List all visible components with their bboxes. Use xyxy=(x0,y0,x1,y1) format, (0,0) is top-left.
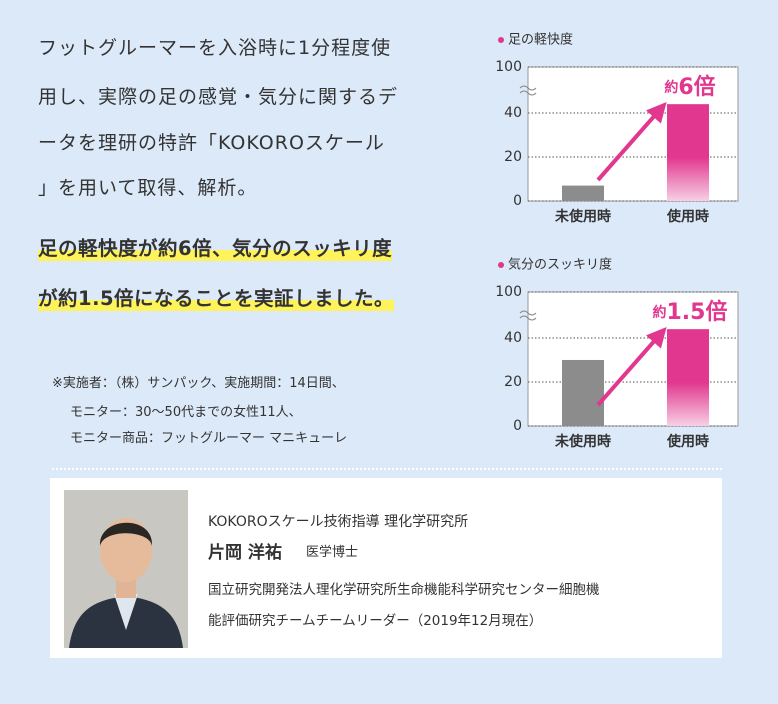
y-tick-label: 0 xyxy=(513,193,522,209)
x-tick-label: 未使用時 xyxy=(555,208,611,225)
description-line: 国立研究開発法人理化学研究所生命機能科学研究センター細胞機 xyxy=(208,582,600,598)
y-tick-label: 100 xyxy=(495,284,522,300)
bar xyxy=(562,185,604,201)
y-tick-label: 100 xyxy=(495,59,522,75)
y-tick-label: 20 xyxy=(504,149,522,165)
note: モニター商品：フットグルーマー マニキューレ xyxy=(70,431,348,446)
y-tick-label: 40 xyxy=(504,330,522,346)
y-tick-label: 20 xyxy=(504,374,522,390)
y-tick-label: 40 xyxy=(504,105,522,121)
intro-line: ータを理研の特許「KOKOROスケール xyxy=(38,132,385,154)
x-tick-label: 使用時 xyxy=(666,208,709,225)
intro-line: フットグルーマーを入浴時に1分程度使 xyxy=(38,37,392,59)
annotation-value: 6倍 xyxy=(678,74,715,100)
affiliation: KOKOROスケール技術指導 理化学研究所 xyxy=(208,514,469,530)
divider xyxy=(52,468,722,470)
highlight-line: 足の軽快度が約6倍、気分のスッキリ度 xyxy=(38,232,393,261)
note: モニター：30～50代までの女性11人、 xyxy=(70,405,302,420)
bar xyxy=(667,329,709,426)
arrow xyxy=(596,326,667,407)
intro-line: 用し、実際の足の感覚・気分に関するデ xyxy=(38,86,399,108)
title-bullet xyxy=(498,262,504,268)
chart-title: 気分のスッキリ度 xyxy=(508,257,612,273)
note: ※実施者：（株）サンパック、実施期間：14日間、 xyxy=(52,376,345,391)
annotation-prefix: 約 xyxy=(664,79,678,96)
bar xyxy=(667,104,709,201)
axis-break xyxy=(519,85,537,96)
chart-title: 足の軽快度 xyxy=(508,32,573,48)
title-bullet xyxy=(498,37,504,43)
description-line: 能評価研究チームチームリーダー（2019年12月現在） xyxy=(208,613,543,629)
portrait xyxy=(64,490,188,648)
y-tick-label: 0 xyxy=(513,418,522,434)
annotation-prefix: 約 xyxy=(653,304,667,321)
degree: 医学博士 xyxy=(306,545,359,560)
axis-break xyxy=(519,310,537,321)
profile-card: KOKOROスケール技術指導 理化学研究所 片岡 洋祐 医学博士 国立研究開発法… xyxy=(50,478,722,658)
x-tick-label: 使用時 xyxy=(666,433,709,450)
person-name: 片岡 洋祐 xyxy=(208,543,282,563)
x-tick-label: 未使用時 xyxy=(555,433,611,450)
annotation: 約6倍 xyxy=(664,74,715,100)
annotation: 約1.5倍 xyxy=(653,299,728,325)
annotation-value: 1.5倍 xyxy=(667,299,728,325)
bar xyxy=(562,359,604,426)
highlight-line: が約1.5倍になることを実証しました。 xyxy=(38,282,395,311)
arrow xyxy=(596,101,667,182)
intro-line: 」を用いて取得、解析。 xyxy=(38,177,258,199)
